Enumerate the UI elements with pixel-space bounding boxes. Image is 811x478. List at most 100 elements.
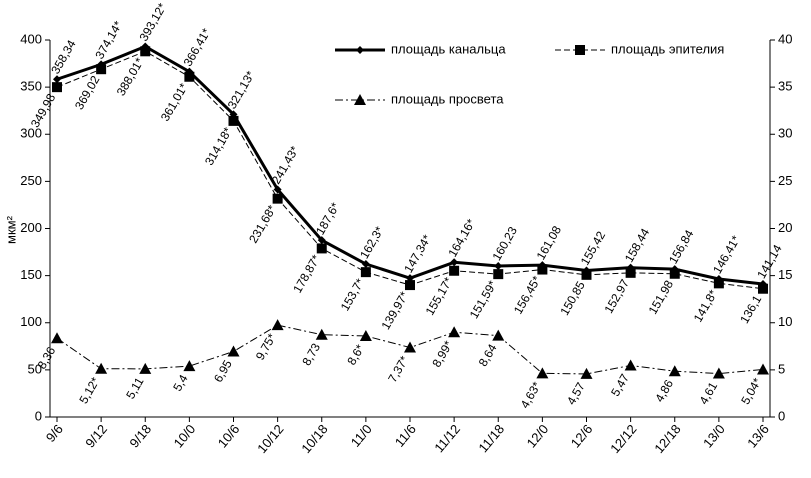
value-label: 7,37* (385, 353, 411, 385)
marker (228, 115, 239, 126)
marker (669, 268, 680, 279)
legend-marker (354, 94, 366, 105)
value-label: 151,59* (467, 278, 500, 321)
value-label: 241,43* (269, 143, 302, 186)
marker (405, 280, 415, 291)
marker (184, 71, 195, 82)
marker (581, 269, 592, 280)
marker (757, 363, 769, 375)
y-tick-label: 100 (20, 314, 42, 329)
value-label: 162,3* (357, 224, 387, 261)
value-label: 6,95 (211, 357, 235, 385)
y2-tick-label: 35 (778, 79, 792, 94)
value-label: 8,6* (344, 342, 367, 368)
marker (52, 82, 62, 93)
marker (183, 360, 196, 372)
value-label: 366,41* (181, 26, 214, 69)
x-tick-label: 12/18 (651, 421, 683, 456)
value-label: 8,36 (35, 344, 59, 372)
x-tick-label: 12/12 (607, 421, 639, 456)
value-label: 393,12* (136, 0, 169, 43)
y-axis-label: мкм² (3, 215, 18, 244)
marker (580, 367, 593, 379)
marker (95, 362, 108, 374)
marker (272, 193, 283, 204)
value-label: 150,85 (557, 279, 588, 318)
value-label: 139,97* (379, 289, 412, 332)
y-tick-label: 50 (28, 361, 42, 376)
value-label: 161,08 (534, 223, 565, 262)
value-label: 156,84 (666, 227, 697, 266)
legend-label: площадь канальца (391, 41, 506, 56)
value-label: 5,04* (738, 375, 764, 407)
marker (227, 345, 240, 357)
legend-marker (356, 46, 364, 54)
value-label: 358,34 (48, 37, 79, 76)
x-tick-label: 10/0 (171, 421, 199, 450)
y-tick-label: 0 (35, 408, 42, 423)
value-label: 158,44 (622, 226, 653, 265)
marker (140, 46, 151, 57)
legend-label: площадь просвета (391, 91, 504, 106)
x-tick-label: 13/6 (744, 421, 772, 450)
marker (758, 283, 768, 294)
x-tick-label: 10/18 (298, 421, 330, 456)
marker (316, 243, 327, 254)
x-tick-label: 9/18 (126, 421, 154, 450)
value-label: 151,98 (646, 278, 677, 317)
x-tick-label: 12/6 (568, 421, 596, 450)
marker (449, 265, 460, 276)
value-label: 8,99* (429, 338, 455, 370)
marker (536, 367, 549, 379)
value-label: 155,17* (423, 275, 456, 318)
value-label: 314,18* (202, 125, 235, 168)
marker (450, 258, 459, 267)
y-tick-label: 250 (20, 173, 42, 188)
marker (537, 264, 548, 275)
y-tick-label: 300 (20, 126, 42, 141)
value-label: 8,64 (476, 341, 500, 369)
y2-tick-label: 30 (778, 126, 792, 141)
value-label: 9,75* (253, 331, 279, 363)
value-label: 136,1 (737, 293, 764, 326)
x-tick-label: 9/6 (43, 421, 66, 444)
marker (51, 332, 63, 344)
value-label: 153,7* (338, 276, 368, 313)
y2-tick-label: 20 (778, 220, 792, 235)
series-line (56, 44, 764, 286)
marker (713, 278, 724, 289)
y2-tick-label: 5 (778, 361, 785, 376)
value-label: 231,68* (246, 202, 279, 245)
value-label: 5,12* (76, 375, 102, 407)
x-tick-label: 10/12 (254, 421, 286, 456)
marker (493, 269, 504, 280)
x-tick-label: 11/6 (392, 421, 419, 449)
y2-tick-label: 40 (778, 31, 792, 46)
marker (668, 365, 681, 377)
y-tick-label: 400 (20, 31, 42, 46)
marker (273, 185, 282, 194)
value-label: 146,41* (710, 233, 743, 276)
legend-label: площадь эпителия (611, 41, 724, 56)
value-label: 4,63* (518, 379, 544, 411)
value-label: 4,57 (564, 380, 588, 408)
value-label: 5,4 (170, 372, 191, 394)
marker (96, 64, 107, 75)
value-label: 152,97 (601, 277, 632, 316)
marker (315, 328, 328, 340)
marker (494, 261, 503, 270)
marker (317, 236, 326, 245)
value-label: 5,47 (608, 371, 632, 399)
marker (492, 329, 505, 341)
y2-tick-label: 25 (778, 173, 792, 188)
value-label: 321,13* (225, 68, 258, 111)
value-label: 4,86 (652, 377, 676, 405)
value-label: 160,23 (489, 224, 520, 263)
x-tick-label: 11/18 (475, 421, 507, 455)
marker (361, 260, 370, 269)
marker (139, 362, 152, 374)
value-label: 155,42 (578, 229, 609, 268)
x-tick-label: 11/0 (348, 421, 375, 449)
value-label: 187,6* (313, 200, 343, 237)
